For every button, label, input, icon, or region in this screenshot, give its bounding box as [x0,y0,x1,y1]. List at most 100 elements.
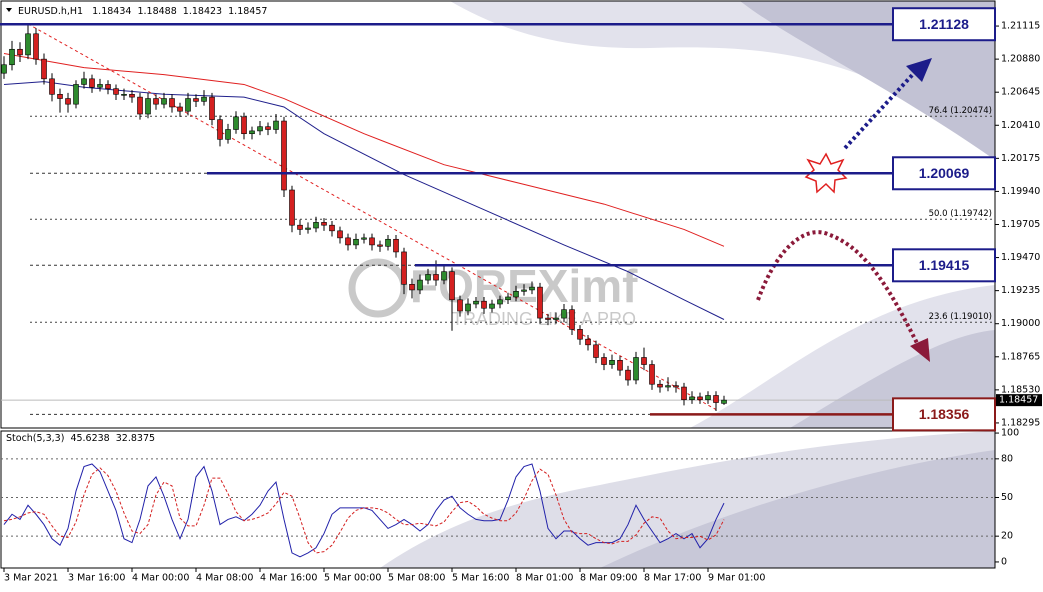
candle-body [433,274,439,281]
candle-body [161,98,167,105]
candle-body [49,78,55,95]
candle-body [193,98,199,102]
candle-body [81,78,87,85]
candle-body [305,227,311,230]
candle-body [17,48,23,56]
candle-body [633,357,639,381]
candle-body [617,360,623,371]
candle-body [97,84,103,88]
candle-body [561,309,567,319]
candle-body [289,189,295,226]
stoch-tick-label: 0 [1001,556,1007,567]
candle-body [257,126,263,132]
candle-body [481,300,487,309]
fib-label: 23.6 (1.19010) [929,312,992,322]
candle-body [713,395,719,403]
candle-body [361,237,367,240]
candle-body [537,286,543,319]
candle-body [489,303,495,309]
candle-body [329,224,335,232]
level-box [892,248,996,283]
candle-body [625,369,631,381]
candle-body [281,120,287,191]
candle-body [673,385,679,388]
candle-body [241,116,247,135]
candle-body [417,279,423,291]
stoch-line [3,467,725,554]
candle-body [545,317,551,320]
candle-body [337,230,343,239]
candle-body [681,386,687,401]
x-tick-label: 4 Mar 08:00 [196,573,253,584]
candle-body [449,271,455,301]
candle-body [665,385,671,388]
candle-body [529,286,535,291]
y-tick-label: 1.19000 [1001,318,1040,329]
candle-body [473,300,479,305]
candle-body [721,399,727,404]
y-tick-label: 1.20645 [1001,87,1040,98]
candle-body [145,98,151,115]
candle-body [513,291,519,298]
candle-body [689,396,695,401]
candle-body [609,360,615,365]
y-tick-label: 1.18530 [1001,384,1040,395]
moving-average [3,53,725,247]
candle-body [313,222,319,229]
candle-body [177,106,183,112]
header: EURUSD.h,H1 1.18434 1.18488 1.18423 1.18… [18,6,267,17]
candle-body [129,94,135,98]
candle-body [249,130,255,135]
stoch-signal: 32.8375 [116,433,155,444]
main-plot: 76.4 (1.20474) 50.0 (1.19742) 23.6 (1.1901… [1,23,995,411]
price-tag [996,394,1042,407]
y-tick-label: 1.19235 [1001,285,1040,296]
candle-body [73,84,79,105]
candle-body [593,344,599,358]
candle-body [497,299,503,305]
level-box [892,397,996,432]
y-tick-label: 1.20410 [1001,120,1040,131]
candle-body [393,238,399,253]
candle-body [369,237,375,246]
candle-body [265,126,271,130]
plot-layer: 76.4 (1.20474) 50.0 (1.19742) 23.6 (1.1901… [0,7,1042,584]
level-label: 1.20069 [919,165,970,181]
candle-body [569,309,575,330]
y-tick-label: 1.18765 [1001,351,1040,362]
stoch-plot [1,458,995,558]
candle-body [121,94,127,96]
arrow-curve [756,230,920,346]
level-box [892,7,996,42]
candle-body [649,364,655,385]
x-tick-label: 3 Mar 16:00 [68,573,125,584]
main-frame [0,0,996,429]
candle-body [113,88,119,95]
candle-body [641,357,647,365]
wave [600,450,995,568]
candle-body [1,64,7,74]
y-tick-label: 1.19705 [1001,219,1040,230]
candle-body [409,284,415,291]
high: 1.18488 [137,6,176,17]
level-label: 1.18356 [919,406,970,422]
candle-body [401,251,407,285]
candle-body [577,329,583,340]
x-tick-label: 9 Mar 01:00 [708,573,765,584]
x-tick-label: 4 Mar 00:00 [132,573,189,584]
symbol: EURUSD.h,H1 [18,6,83,17]
y-tick-label: 1.21115 [1001,21,1040,32]
stoch-waves [380,431,995,568]
candle-body [89,78,95,88]
x-tick-label: 8 Mar 17:00 [644,573,701,584]
stoch-tick-label: 100 [1001,428,1019,439]
candle-body [137,96,143,115]
arrow-head [906,58,932,82]
candle-body [297,224,303,230]
candle-body [209,96,215,120]
candle-body [425,274,431,281]
candle-body [65,98,71,105]
candle-body [705,395,711,401]
x-tick-label: 8 Mar 01:00 [516,573,573,584]
